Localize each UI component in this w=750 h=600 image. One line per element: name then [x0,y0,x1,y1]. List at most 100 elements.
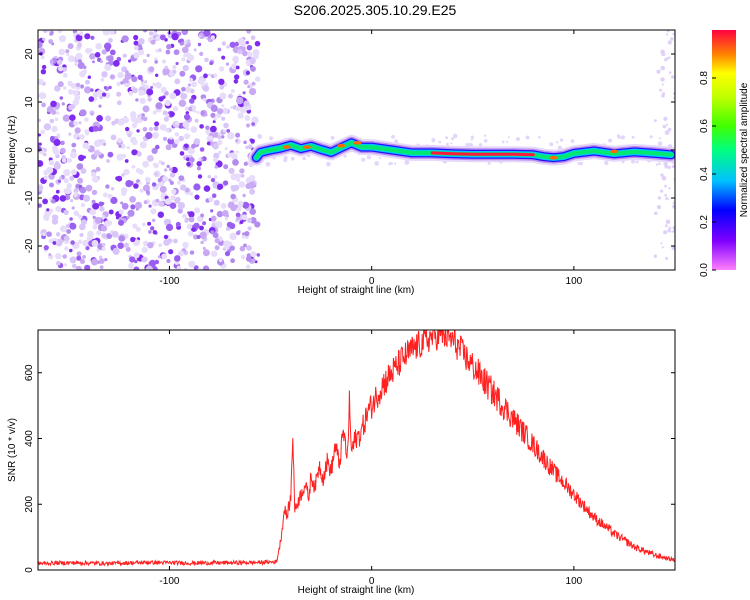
noise-dot [148,230,152,234]
noise-dot [102,215,106,219]
noise-dot [326,161,331,167]
noise-dot [180,184,187,191]
noise-dot [665,224,668,228]
x-tick-label: -100 [159,276,179,287]
trace-hotspot [282,145,291,149]
noise-dot [40,69,47,75]
noise-dot [664,57,668,61]
noise-dot [172,64,177,70]
noise-dot [106,233,113,239]
noise-dot [69,256,77,264]
noise-dot [99,206,105,212]
noise-dot [549,142,554,147]
noise-dot [205,125,210,130]
noise-dot [112,60,120,67]
noise-dot [66,53,70,57]
noise-dot [667,56,671,60]
noise-dot [155,198,160,203]
noise-dot [192,234,199,240]
noise-dot [181,57,186,62]
noise-dot [69,248,73,253]
noise-dot [100,225,108,232]
noise-dot [63,235,70,242]
noise-dot [69,175,75,181]
noise-dot [140,142,147,149]
noise-dot [38,93,41,98]
noise-dot [121,35,129,43]
noise-scatter [38,30,675,270]
noise-dot [506,140,509,143]
noise-dot [87,230,94,238]
noise-dot [178,135,184,142]
noise-dot [166,164,170,169]
noise-dot [171,188,177,195]
noise-dot [146,88,154,96]
noise-dot [159,34,166,41]
noise-dot [105,115,112,122]
noise-dot [103,86,107,90]
noise-dot [56,260,61,266]
noise-dot [139,97,146,105]
noise-dot [207,175,211,179]
noise-dot [183,242,189,249]
noise-dot [102,30,110,36]
noise-dot [202,249,210,257]
noise-dot [118,209,124,215]
noise-dot [227,132,235,140]
noise-dot [665,256,669,260]
noise-dot [188,216,195,223]
noise-dot [50,100,57,108]
noise-dot [228,93,233,99]
noise-dot [68,104,74,111]
noise-dot [361,157,366,162]
noise-dot [193,138,201,145]
noise-dot [174,198,180,204]
noise-dot [146,154,154,162]
noise-dot [162,67,170,76]
noise-dot [87,75,92,79]
noise-dot [202,246,206,250]
noise-dot [62,114,71,122]
noise-dot [152,110,157,115]
noise-dot [224,251,231,257]
noise-dot [177,202,185,210]
noise-dot [235,132,241,138]
noise-dot [291,156,295,161]
noise-dot [187,54,195,62]
noise-dot [144,80,148,84]
snr-frame [37,329,676,571]
noise-dot [525,136,529,139]
noise-dot [671,230,674,233]
noise-dot [116,175,123,182]
noise-dot [235,230,241,236]
noise-dot [70,169,77,176]
noise-dot [184,106,189,111]
noise-dot [116,137,123,143]
noise-dot [213,175,218,179]
noise-dot [96,115,103,122]
noise-dot [155,81,162,89]
noise-dot [135,167,141,174]
noise-dot [72,89,79,96]
noise-dot [86,145,91,150]
noise-dot [445,136,449,140]
noise-dot [155,102,163,110]
noise-dot [165,49,171,55]
noise-dot [121,191,127,197]
noise-dot [654,119,657,122]
noise-dot [234,41,240,47]
noise-dot [538,136,541,139]
noise-dot [169,136,173,140]
snr-x-label: Height of straight line (km) [298,585,415,596]
noise-dot [154,121,160,127]
noise-dot [188,260,196,268]
noise-dot [671,245,675,250]
noise-dot [169,167,173,172]
noise-dot [98,104,102,108]
noise-dot [661,52,666,57]
noise-dot [85,47,91,54]
noise-dot [188,77,193,83]
x-tick-label: -100 [159,576,179,587]
noise-dot [52,147,59,155]
noise-dot [74,94,81,101]
